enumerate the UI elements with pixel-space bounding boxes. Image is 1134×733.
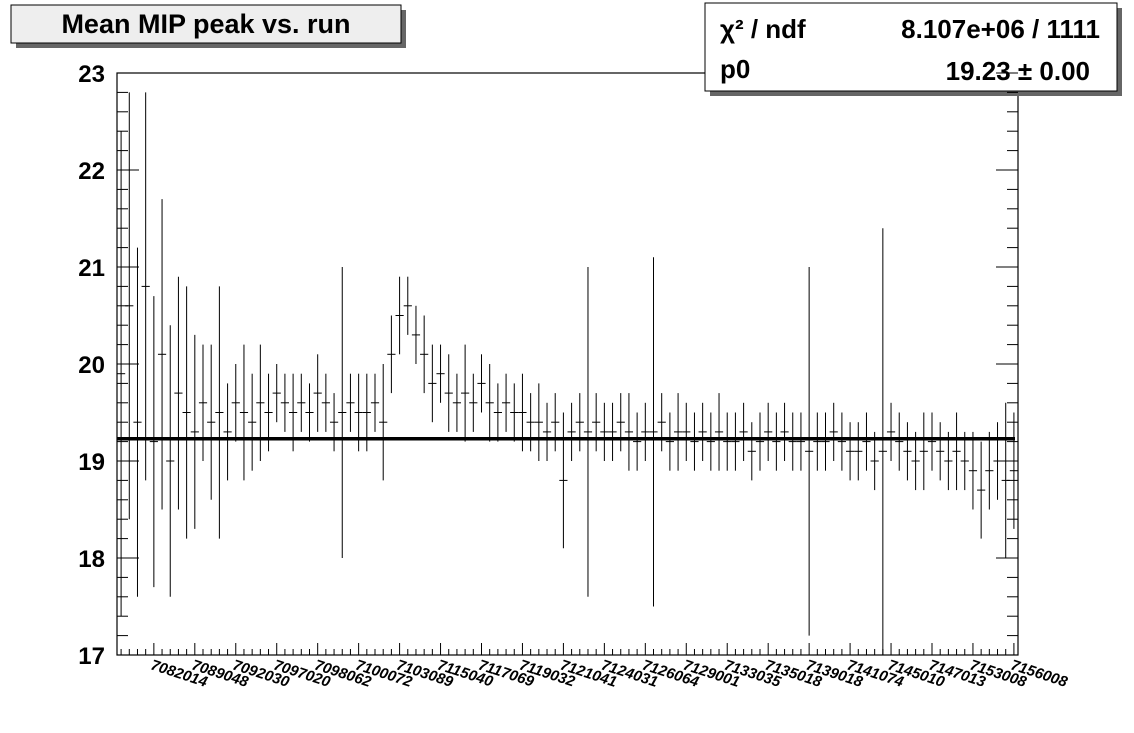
chart-title: Mean MIP peak vs. run <box>61 9 350 39</box>
title-box <box>10 4 402 44</box>
stats-value: 8.107e+06 / 1111 <box>901 14 1100 44</box>
y-tick-label: 19 <box>78 449 105 476</box>
y-tick-label: 22 <box>78 158 105 185</box>
data-layer <box>117 92 1018 655</box>
stats-key: p0 <box>720 54 750 84</box>
y-tick-label: 18 <box>78 546 105 573</box>
stats-value: 19.23 ± 0.00 <box>946 56 1090 86</box>
y-tick-label: 20 <box>78 352 105 379</box>
y-tick-label: 23 <box>78 61 105 88</box>
stats-box <box>704 2 1118 92</box>
y-tick-label: 17 <box>78 643 105 670</box>
y-tick-label: 21 <box>78 255 105 282</box>
stats-key: χ² / ndf <box>720 14 806 44</box>
